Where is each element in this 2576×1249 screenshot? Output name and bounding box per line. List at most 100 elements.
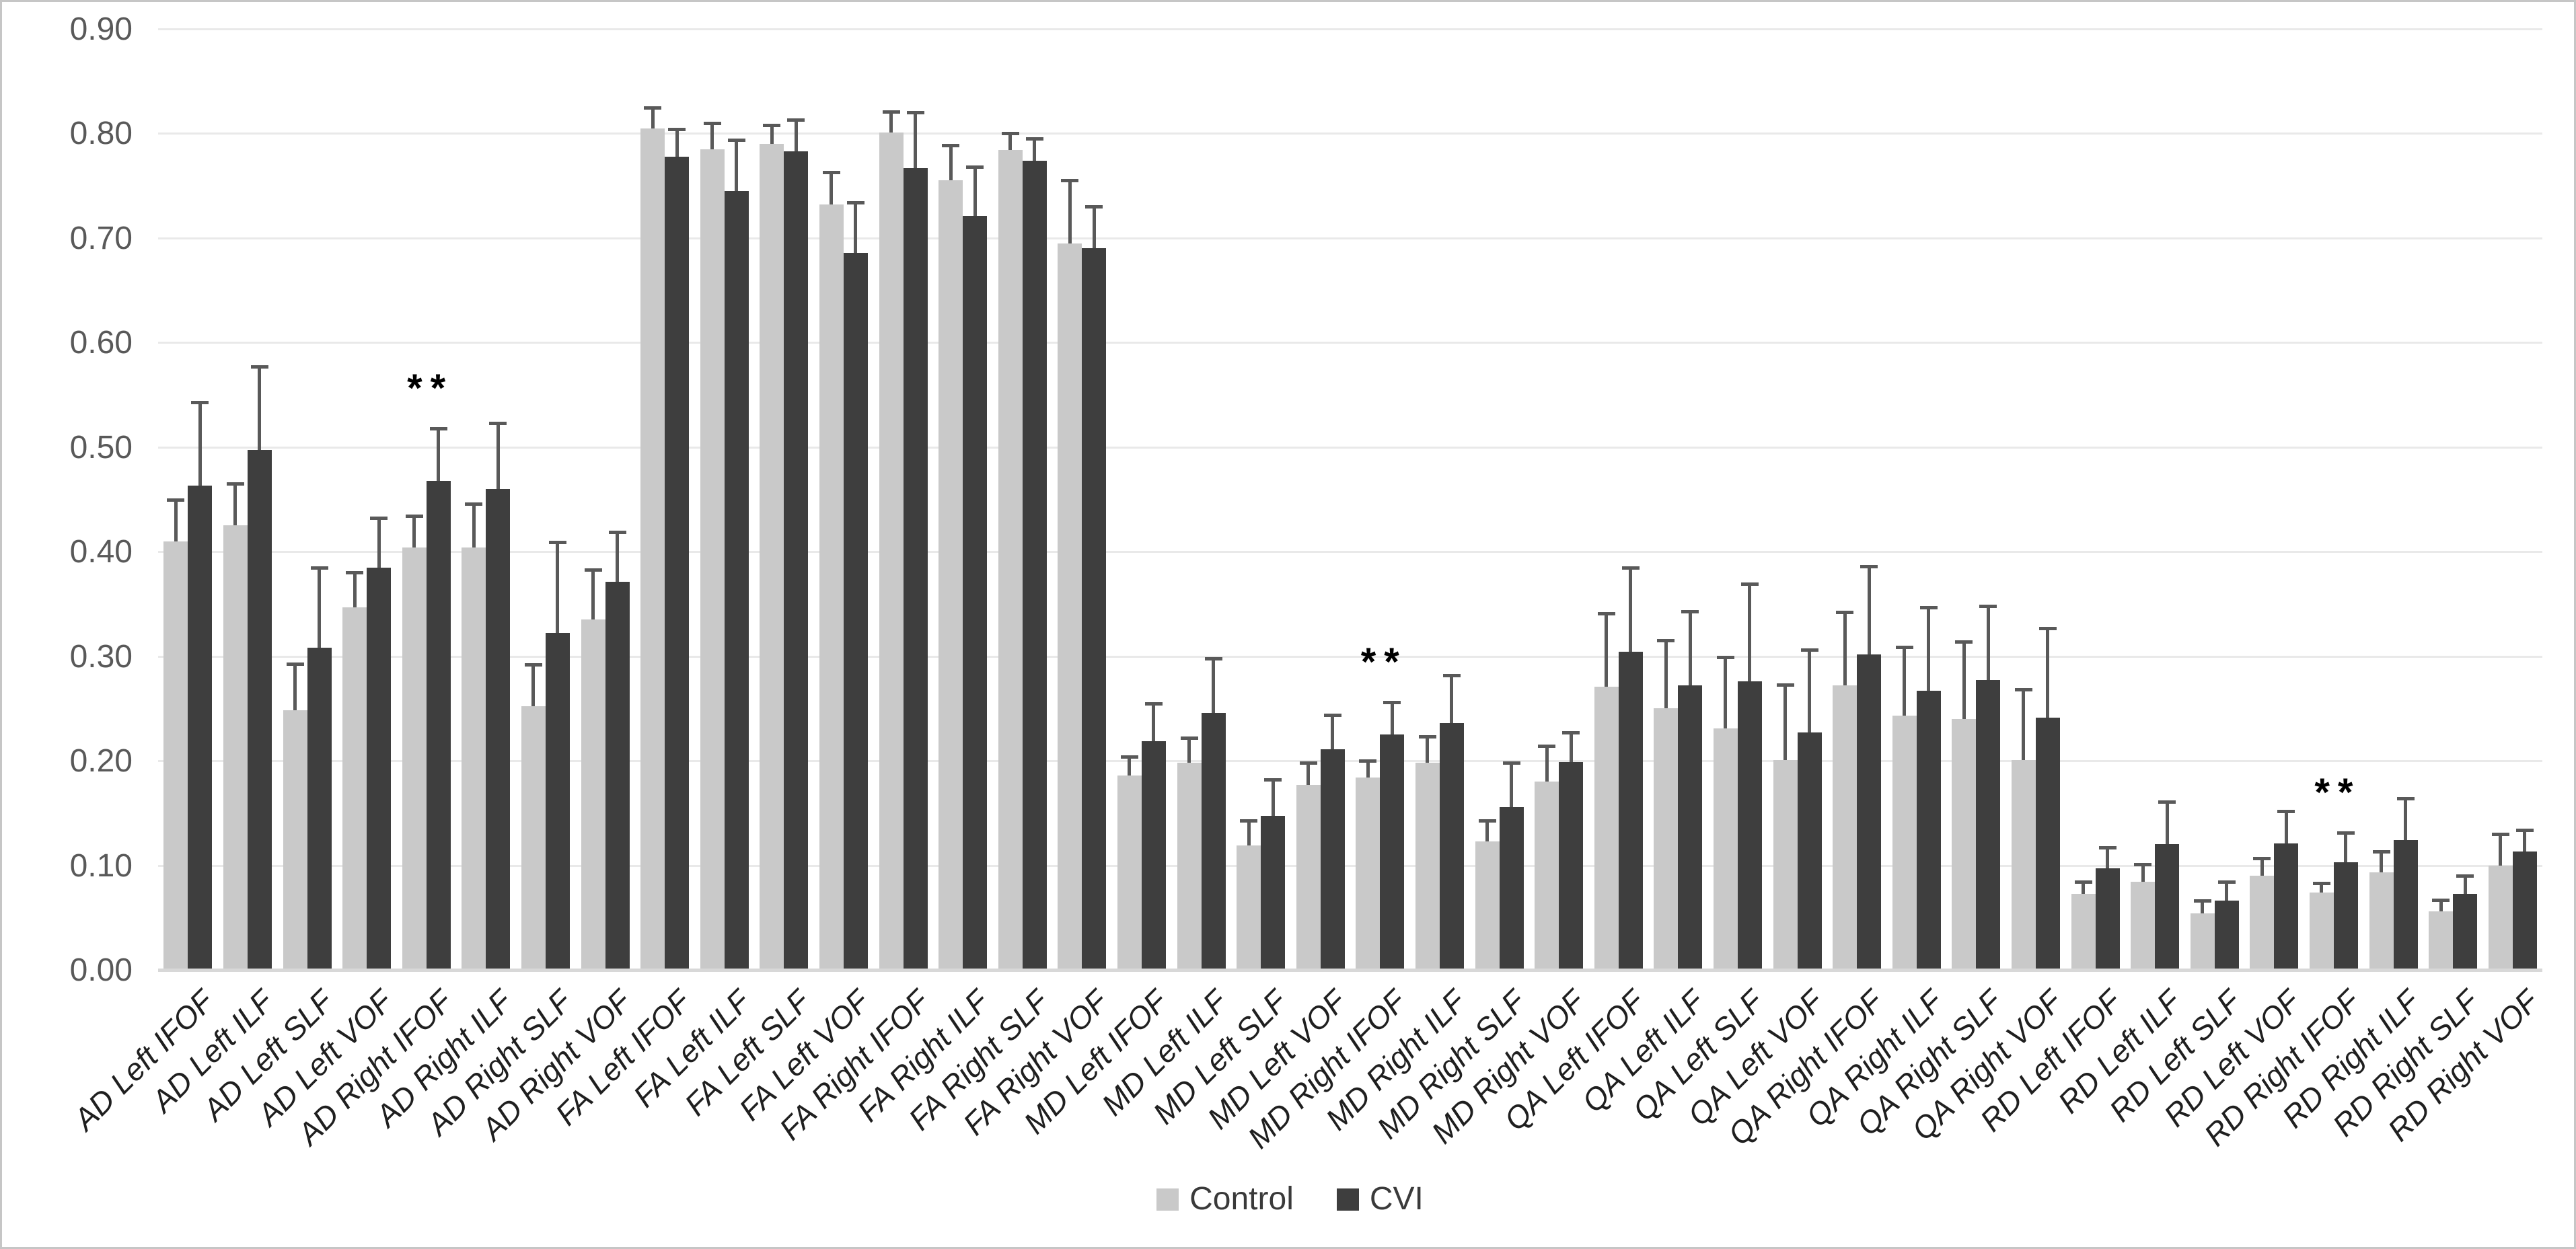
bar-cvi-ad-right-ilf [486,488,511,970]
bar-control-md-right-ifof [1356,777,1381,970]
bar-cvi-rd-left-ilf [2155,844,2180,970]
bar-cvi-qa-left-slf [1737,681,1762,970]
error-bar-cap [310,566,328,570]
error-bar-cap [2014,688,2032,692]
error-bar-stem [2225,882,2229,901]
bar-cvi-ad-left-slf [307,648,332,970]
error-bar-cap [1919,605,1938,609]
bar-control-rd-left-slf [2190,913,2215,970]
error-bar-cap [2396,797,2415,801]
significance-marker: ** [407,366,454,410]
bar-cvi-rd-left-vof [2274,843,2299,970]
bar-cvi-ad-right-ifof [426,480,451,970]
error-bar-cap [668,128,686,132]
error-bar-stem [1068,180,1072,243]
error-bar-stem [1152,703,1156,741]
error-bar-cap [1299,761,1317,765]
error-bar-cap [548,541,566,545]
error-bar-cap [1442,673,1461,677]
cvi-legend-swatch [1336,1188,1359,1211]
error-bar-stem [2082,882,2085,894]
bar-control-md-left-ilf [1177,763,1202,970]
error-bar-cap [966,165,984,169]
gridline [158,655,2542,658]
error-bar-stem [2141,864,2145,882]
gridline [158,28,2542,30]
bar-control-ad-right-vof [581,619,605,970]
error-bar-stem [1903,646,1907,716]
error-bar-stem [675,129,679,157]
bar-cvi-rd-right-slf [2453,893,2478,970]
error-bar-cap [1144,702,1163,706]
bar-cvi-rd-left-slf [2214,901,2239,970]
error-bar-stem [1688,611,1692,686]
error-bar-stem [2463,876,2467,894]
bar-control-ad-right-slf [521,706,546,970]
error-bar-stem [1986,606,1990,681]
error-bar-cap [2456,874,2474,878]
gridline [158,760,2542,763]
error-bar-stem [1307,763,1311,785]
error-bar-stem [1450,675,1454,724]
bar-control-rd-right-vof [2488,865,2513,970]
error-bar-cap [2491,832,2509,836]
legend-item-control: Control [1156,1183,1294,1215]
error-bar-cap [1085,205,1103,209]
y-axis-tick-label: 0.70 [69,220,133,256]
bar-control-qa-left-slf [1713,728,1738,970]
error-bar-cap [2312,881,2330,885]
bar-control-ad-left-slf [283,710,307,970]
error-bar-stem [293,663,297,711]
error-bar-cap [703,121,721,125]
bar-control-rd-left-ilf [2131,882,2156,970]
bar-control-rd-left-ifof [2071,893,2096,970]
error-bar-stem [412,516,416,547]
bar-cvi-md-left-vof [1320,749,1345,970]
error-bar-stem [2439,899,2443,911]
gridline [158,342,2542,344]
error-bar-cap [1860,564,1878,568]
error-bar-cap [1740,582,1759,586]
bar-cvi-md-left-ifof [1141,741,1166,970]
error-bar-stem [1212,658,1215,713]
error-bar-stem [1008,133,1013,151]
bar-control-md-right-ilf [1415,763,1440,970]
error-bar-cap [1120,755,1138,759]
bar-cvi-ad-right-vof [605,582,630,970]
error-bar-cap [1895,645,1913,649]
error-bar-stem [1664,640,1668,709]
error-bar-cap [1621,566,1640,570]
gridline [158,237,2542,239]
error-bar-stem [1485,820,1489,841]
error-bar-stem [1033,139,1037,161]
bar-control-rd-right-slf [2429,911,2454,970]
error-bar-cap [2098,846,2117,850]
error-bar-stem [1783,684,1787,760]
bar-control-fa-left-ilf [700,149,725,970]
error-bar-cap [1240,819,1258,823]
bar-cvi-ad-right-slf [545,633,570,970]
bar-control-fa-right-ifof [879,132,904,970]
error-bar-stem [1510,763,1513,807]
error-bar-cap [2336,831,2355,835]
bar-cvi-fa-right-slf [1022,160,1047,970]
error-bar-cap [346,571,364,575]
error-bar-cap [1383,701,1401,705]
bar-cvi-qa-right-slf [1976,680,2001,970]
error-bar-stem [377,518,381,568]
error-bar-cap [846,201,864,205]
bar-control-rd-left-vof [2250,876,2275,970]
error-bar-stem [854,202,858,253]
bar-control-qa-right-vof [2011,759,2036,970]
error-bar-cap [2074,880,2092,884]
control-legend-swatch [1156,1188,1179,1211]
error-bar-stem [2260,858,2264,876]
bar-control-fa-right-vof [1058,243,1082,970]
gridline [158,864,2542,867]
bar-control-fa-left-vof [819,204,844,970]
error-bar-stem [1629,567,1633,652]
error-bar-stem [1867,566,1871,654]
error-bar-stem [830,172,834,205]
bar-cvi-ad-left-vof [367,567,392,970]
y-axis-tick-label: 0.90 [69,11,133,47]
